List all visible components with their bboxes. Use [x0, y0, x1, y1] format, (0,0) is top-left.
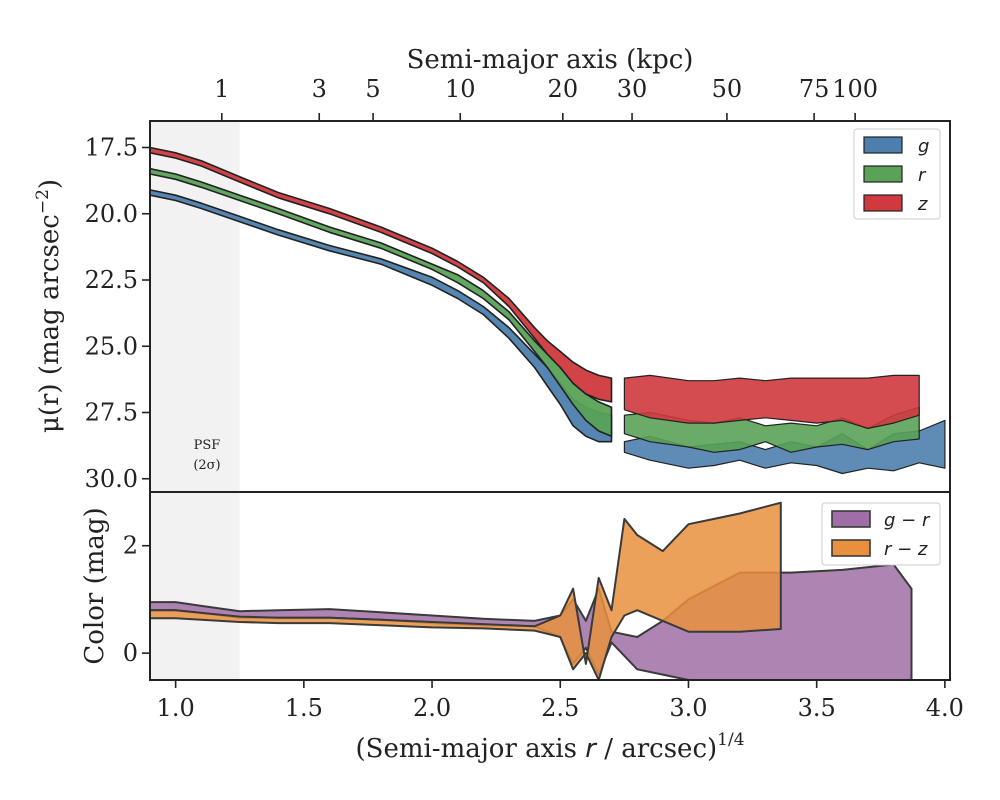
psf-label-line1: PSF — [194, 438, 221, 453]
secondary-x-tick-label: 10 — [445, 75, 476, 103]
secondary-x-tick-label: 5 — [365, 75, 380, 103]
top-y-tick-label: 20.0 — [85, 200, 138, 228]
top-y-axis-label-main: μ(r) (mag arcsec — [35, 214, 65, 433]
legend-swatch-g-minus-r — [831, 510, 871, 528]
bottom-y-ticks: 02 — [123, 532, 150, 667]
legend-swatch-g — [863, 136, 903, 154]
bottom-y-tick-label: 2 — [123, 532, 138, 560]
bottom-plot-frame — [149, 491, 951, 681]
legend-swatch-z — [863, 194, 903, 212]
secondary-x-tick-label: 30 — [617, 75, 648, 103]
x-axis-label-tail: / arcsec) — [596, 734, 717, 764]
secondary-x-tick-label: 1 — [214, 75, 229, 103]
x-axis-label-sup: 1/4 — [717, 730, 744, 750]
series-r-band — [149, 167, 613, 438]
legend-label-g: g — [918, 136, 929, 157]
x-tick-label: 2.5 — [541, 694, 579, 722]
top-y-tick-label: 27.5 — [85, 399, 138, 427]
x-axis-label: (Semi-major axis r / arcsec)1/4 — [355, 730, 744, 764]
surface-brightness-panel: 17.5 20.0 22.5 25.0 27.5 30.0 1 3 5 10 20 30 50 75 10… — [33, 45, 951, 493]
top-y-tick-label: 30.0 — [85, 465, 138, 493]
series-r-minus-z-band — [149, 501, 782, 681]
x-tick-label: 2.0 — [413, 694, 451, 722]
secondary-x-tick-label: 100 — [832, 75, 878, 103]
top-y-tick-label: 25.0 — [85, 332, 138, 360]
color-panel: 02 1.0 1.5 2.0 2.5 3.0 3.5 4.0 Color (mag) (Se… — [80, 491, 964, 764]
legend-label-r: r — [918, 165, 927, 186]
series-z-band — [149, 146, 613, 403]
x-tick-label: 3.0 — [669, 694, 707, 722]
bottom-legend: g − r r − z — [821, 502, 941, 566]
top-secondary-x-ticks: 1 3 5 10 20 30 50 75 100 — [214, 75, 878, 121]
top-y-tick-label: 22.5 — [85, 266, 138, 294]
x-tick-label: 3.5 — [798, 694, 836, 722]
top-legend: grz — [853, 128, 941, 220]
top-y-tick-label: 17.5 — [85, 134, 138, 162]
secondary-x-tick-label: 3 — [312, 75, 327, 103]
bottom-y-axis-label: Color (mag) — [80, 507, 110, 664]
secondary-x-axis-label: Semi-major axis (kpc) — [407, 45, 694, 75]
top-y-ticks: 17.5 20.0 22.5 25.0 27.5 30.0 — [85, 134, 150, 493]
x-tick-label: 1.5 — [285, 694, 323, 722]
x-tick-label: 1.0 — [157, 694, 195, 722]
color-series — [149, 501, 913, 681]
legend-label-z: z — [917, 194, 928, 215]
psf-shaded-region-bottom — [150, 492, 240, 680]
series-g-band — [149, 189, 613, 443]
bottom-y-tick-label: 0 — [123, 639, 138, 667]
psf-label-line2: (2σ) — [193, 458, 220, 473]
x-axis-label-main: (Semi-major axis — [355, 734, 585, 764]
secondary-x-tick-label: 20 — [548, 75, 579, 103]
x-tick-label: 4.0 — [926, 694, 964, 722]
secondary-x-tick-label: 50 — [712, 75, 743, 103]
bottom-x-ticks: 1.0 1.5 2.0 2.5 3.0 3.5 4.0 — [157, 680, 964, 722]
legend-label-g-minus-r: g − r — [884, 510, 931, 531]
legend-swatch-r — [863, 165, 903, 183]
legend-label-r-minus-z: r − z — [884, 539, 928, 560]
secondary-x-tick-label: 75 — [799, 75, 830, 103]
x-axis-label-var: r — [585, 734, 598, 764]
series-z-tail — [623, 374, 920, 429]
top-y-axis-label-sup: −2 — [33, 189, 53, 214]
legend-swatch-r-minus-z — [831, 539, 871, 557]
surface-brightness-series — [149, 146, 946, 475]
top-y-axis-label-tail: ) — [35, 179, 65, 189]
top-y-axis-label: μ(r) (mag arcsec−2) — [33, 179, 65, 433]
